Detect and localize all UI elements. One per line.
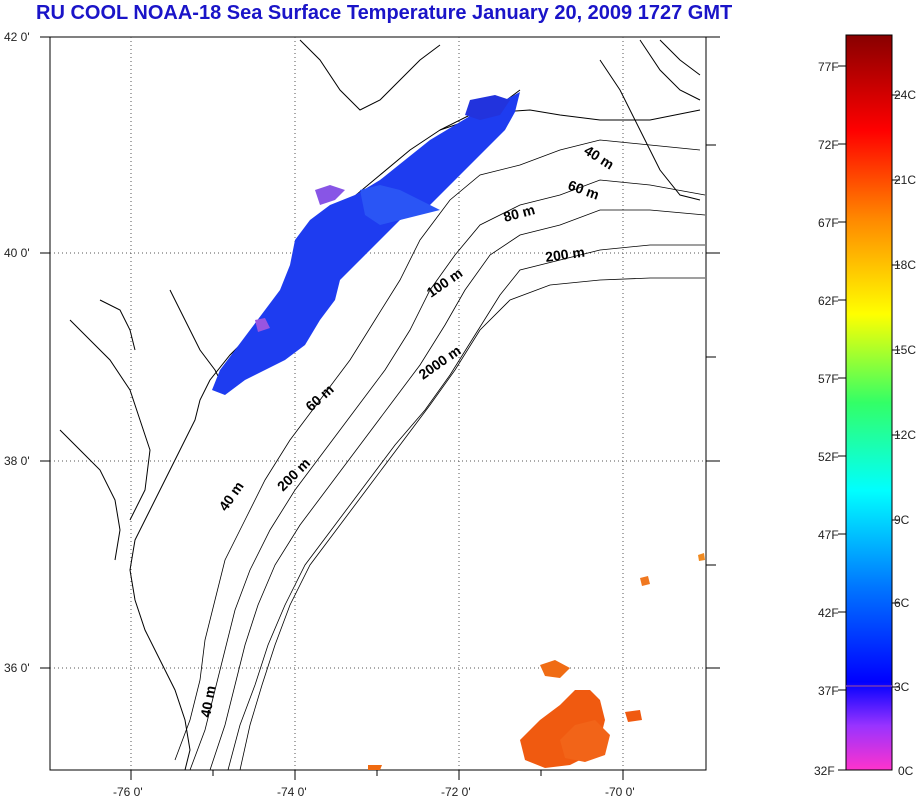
lat-label: 40 0': [4, 246, 30, 260]
colorbar-f-label: 37F: [818, 684, 839, 698]
colorbar-f-label: 47F: [818, 528, 839, 542]
colorbar-c-label: 3C: [894, 680, 910, 694]
cold-water-sst: [212, 92, 520, 395]
colorbar: [845, 34, 893, 771]
isobath-label: 40 m: [197, 684, 218, 718]
colorbar-c-label: 6C: [894, 596, 910, 610]
isobath-contours: [174, 139, 706, 771]
isobath-label: 200 m: [544, 244, 586, 265]
colorbar-f-label: 32F: [814, 764, 835, 778]
colorbar-f-label: 62F: [818, 294, 839, 308]
lon-label: -74 0': [277, 785, 307, 799]
lon-label: -72 0': [441, 785, 471, 799]
colorbar-c-label: 24C: [894, 88, 916, 102]
warm-water-sst: [368, 553, 705, 770]
lon-label: -70 0': [605, 785, 635, 799]
colorbar-f-label: 72F: [818, 138, 839, 152]
tick-marks: [40, 36, 720, 780]
lat-label: 36 0': [4, 661, 30, 675]
colorbar-c-label: 18C: [894, 258, 916, 272]
colorbar-f-label: 77F: [818, 60, 839, 74]
graticule: [50, 37, 706, 770]
colorbar-c-label: 15C: [894, 343, 916, 357]
colorbar-ticks: [838, 65, 900, 771]
isobath-label: 80 m: [502, 201, 537, 225]
map-frame: [49, 36, 707, 771]
lat-label: 38 0': [4, 454, 30, 468]
colorbar-c-label: 9C: [894, 513, 910, 527]
lon-label: -76 0': [113, 785, 143, 799]
colorbar-f-label: 52F: [818, 450, 839, 464]
colorbar-f-label: 42F: [818, 606, 839, 620]
colorbar-f-label: 67F: [818, 216, 839, 230]
colorbar-f-label: 57F: [818, 372, 839, 386]
colorbar-divider: [846, 685, 892, 687]
colorbar-c-label: 21C: [894, 173, 916, 187]
map-title: RU COOL NOAA-18 Sea Surface Temperature …: [36, 2, 733, 24]
lat-label: 42 0': [4, 30, 30, 44]
colorbar-c-label: 0C: [898, 764, 914, 778]
colorbar-c-label: 12C: [894, 428, 916, 442]
